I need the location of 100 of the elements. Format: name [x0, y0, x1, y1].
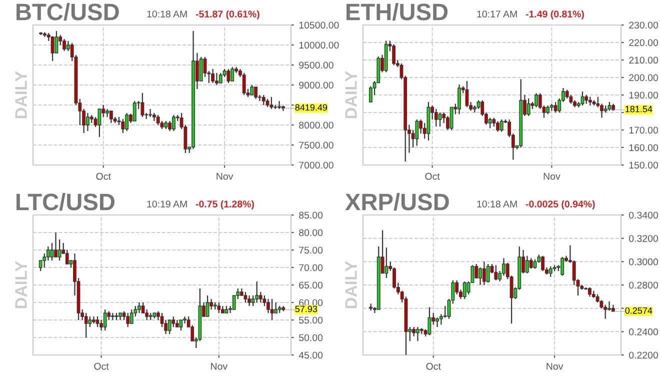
candlestick	[526, 98, 530, 117]
candlestick	[203, 56, 207, 78]
candlestick	[496, 120, 500, 132]
text: -1.49 (0.81%)	[526, 10, 584, 20]
candlestick	[84, 312, 88, 338]
candlestick	[541, 255, 545, 272]
candlestick	[250, 84, 254, 96]
candlestick	[179, 319, 183, 332]
candlestick	[462, 280, 466, 300]
y-tick-label: 45.00	[298, 352, 323, 359]
candlestick	[242, 72, 246, 96]
y-tick-label: 75.00	[299, 246, 323, 254]
y-tick-label: 170.00	[629, 126, 658, 134]
y-tick-label: 50.00	[299, 334, 323, 342]
candlestick	[529, 258, 533, 270]
candlestick	[183, 316, 186, 324]
candlestick	[262, 94, 266, 106]
candlestick	[560, 256, 564, 276]
y-tick-label: 9000.00	[299, 82, 334, 89]
candlestick	[50, 242, 54, 262]
candlestick	[211, 68, 215, 84]
x-tick-label: Nov	[544, 172, 560, 180]
candlestick	[215, 72, 218, 86]
y-tick-label: 0.2200	[629, 352, 658, 359]
y-tick-label: 7500.00	[299, 142, 334, 149]
candlestick	[103, 308, 107, 332]
y-tick-label: 0.2800	[629, 282, 658, 289]
y-tick-label: 0.3400	[629, 212, 658, 219]
candlestick	[148, 108, 152, 118]
y-tick-label: 55.00	[299, 316, 323, 324]
y-tick-label: 0.3200	[629, 235, 658, 242]
candlestick	[416, 326, 420, 342]
candlestick	[126, 312, 130, 328]
candlestick	[465, 80, 469, 108]
x-tick-label: Oct	[426, 362, 441, 370]
candlestick	[199, 56, 203, 82]
y-tick-label: 200.00	[629, 74, 658, 82]
candlestick	[145, 308, 148, 321]
chart-title: LTC/USD	[16, 192, 115, 211]
chart-title: XRP/USD	[345, 192, 449, 211]
candlestick	[548, 266, 552, 278]
candlestick	[130, 308, 134, 324]
y-tick-label: 7000.00	[299, 162, 334, 169]
candlestick	[206, 294, 210, 318]
x-tick-label: Oct	[96, 172, 111, 180]
text: 10:19 AM	[147, 200, 187, 208]
y-tick-label: 65.00	[299, 282, 323, 289]
candlestick	[436, 317, 439, 328]
candlestick	[434, 108, 438, 128]
candlestick	[608, 300, 611, 312]
candlestick	[255, 280, 259, 304]
candlestick	[450, 106, 454, 131]
candlestick	[96, 316, 100, 328]
candlestick	[98, 108, 102, 138]
y-tick-label: 10000.00	[299, 42, 339, 49]
candlestick	[218, 72, 222, 84]
text: 10:18 AM	[477, 200, 517, 208]
candlestick	[50, 36, 54, 62]
candlestick	[217, 302, 221, 314]
candlestick	[482, 261, 486, 286]
annotation: 57.93	[295, 306, 318, 312]
y-tick-label: 9500.00	[299, 62, 334, 69]
candlestick	[54, 30, 58, 54]
candlestick	[58, 238, 62, 262]
candlestick	[125, 112, 129, 132]
candlestick	[226, 68, 230, 84]
y-tick-label: 190.00	[629, 92, 658, 99]
candlestick	[86, 112, 90, 132]
x-tick-label: Oct	[94, 362, 109, 370]
x-tick-label: Oct	[425, 172, 440, 180]
candlestick	[258, 291, 262, 304]
y-tick-label: 0.2400	[629, 328, 658, 336]
text: -51.87 (0.61%)	[196, 10, 260, 20]
candlestick	[140, 92, 144, 118]
candlestick	[156, 114, 160, 126]
annotation: 0.2574	[625, 307, 652, 314]
y-tick-label: 80.00	[299, 229, 323, 236]
y-tick-label: 210.00	[629, 56, 658, 64]
text: 10:17 AM	[477, 10, 517, 18]
candlestick	[121, 118, 125, 134]
candlestick	[392, 44, 396, 66]
y-tick-label: 85.00	[299, 212, 323, 219]
candlestick	[54, 232, 58, 258]
candlestick	[534, 92, 538, 108]
annotation: 8419.49	[295, 104, 328, 111]
candlestick	[88, 316, 92, 328]
chart-title: ETH/USD	[346, 2, 448, 21]
x-tick-label: Nov	[546, 362, 564, 370]
y-tick-label: 8000.00	[299, 122, 334, 129]
candlestick	[248, 294, 251, 307]
candlestick	[141, 302, 145, 314]
candlestick	[230, 66, 234, 82]
candlestick	[65, 249, 69, 265]
candlestick	[486, 263, 490, 284]
candlestick	[172, 316, 176, 328]
chart-title: BTC/USD	[16, 2, 119, 21]
y-tick-label: 150.00	[629, 162, 658, 169]
candlestick	[251, 294, 255, 307]
candlestick	[588, 286, 592, 298]
x-tick-label: Nov	[216, 172, 234, 180]
